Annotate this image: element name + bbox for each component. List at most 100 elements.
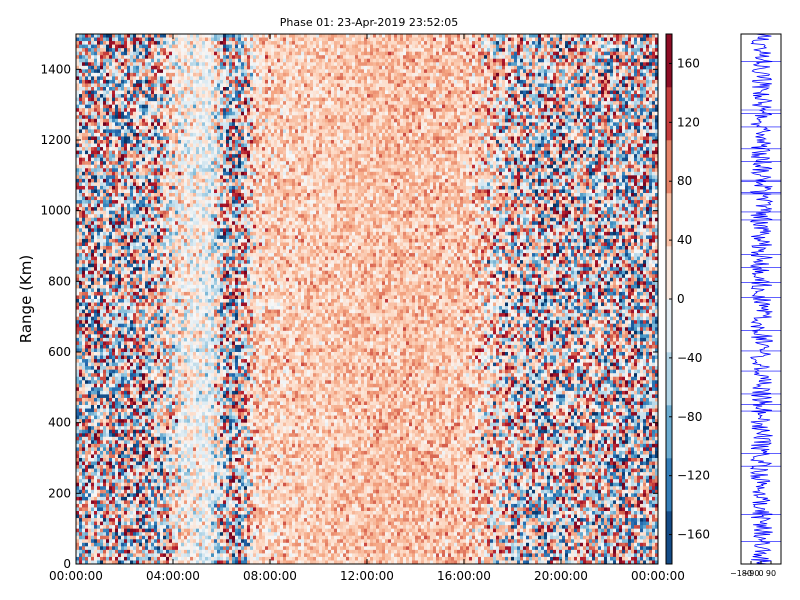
heatmap-cell <box>118 41 121 45</box>
heatmap-cell <box>82 278 85 282</box>
heatmap-cell <box>100 539 103 543</box>
heatmap-cell <box>100 147 103 151</box>
heatmap-cell <box>100 211 103 215</box>
heatmap-cell <box>148 69 151 73</box>
heatmap-cell <box>82 200 85 204</box>
heatmap-cell <box>160 539 163 543</box>
heatmap-cell <box>100 334 103 338</box>
heatmap-cell <box>79 412 82 416</box>
heatmap-cell <box>85 228 88 232</box>
heatmap-cell <box>124 242 127 246</box>
heatmap-cell <box>100 303 103 307</box>
heatmap-cell <box>121 522 124 526</box>
heatmap-cell <box>163 401 166 405</box>
heatmap-cell <box>103 80 106 84</box>
heatmap-cell <box>85 218 88 222</box>
heatmap-cell <box>94 260 97 264</box>
heatmap-cell <box>106 327 109 331</box>
heatmap-cell <box>154 405 157 409</box>
heatmap-cell <box>118 454 121 458</box>
heatmap-cell <box>91 511 94 515</box>
heatmap-cell <box>115 454 118 458</box>
heatmap-cell <box>121 105 124 109</box>
heatmap-cell <box>145 232 148 236</box>
heatmap-cell <box>160 295 163 299</box>
heatmap-cell <box>166 73 169 77</box>
heatmap-cell <box>124 529 127 533</box>
heatmap-cell <box>109 476 112 480</box>
heatmap-cell <box>163 55 166 59</box>
heatmap-cell <box>115 211 118 215</box>
heatmap-cell <box>88 207 91 211</box>
heatmap-cell <box>109 437 112 441</box>
heatmap-cell <box>121 207 124 211</box>
heatmap-cell <box>112 264 115 268</box>
heatmap-cell <box>136 334 139 338</box>
heatmap-cell <box>85 295 88 299</box>
heatmap-cell <box>139 550 142 554</box>
heatmap-cell <box>151 557 154 561</box>
heatmap-cell <box>157 101 160 105</box>
heatmap-cell <box>82 532 85 536</box>
heatmap-cell <box>124 292 127 296</box>
heatmap-cell <box>91 115 94 119</box>
heatmap-cell <box>136 115 139 119</box>
heatmap-cell <box>109 317 112 321</box>
heatmap-cell <box>154 257 157 261</box>
heatmap-cell <box>106 48 109 52</box>
heatmap-cell <box>136 122 139 126</box>
heatmap-cell <box>139 228 142 232</box>
heatmap-cell <box>148 239 151 243</box>
heatmap-cell <box>85 515 88 519</box>
heatmap-cell <box>136 119 139 123</box>
heatmap-cell <box>94 151 97 155</box>
heatmap-cell <box>112 98 115 102</box>
heatmap-cell <box>88 144 91 148</box>
heatmap-cell <box>103 497 106 501</box>
heatmap-cell <box>91 483 94 487</box>
heatmap-cell <box>103 108 106 112</box>
heatmap-cell <box>91 320 94 324</box>
heatmap-cell <box>142 48 145 52</box>
heatmap-cell <box>94 161 97 165</box>
heatmap-cell <box>166 507 169 511</box>
heatmap-cell <box>124 384 127 388</box>
heatmap-cell <box>160 52 163 56</box>
heatmap-cell <box>121 274 124 278</box>
heatmap-cell <box>163 278 166 282</box>
heatmap-cell <box>82 320 85 324</box>
heatmap-cell <box>103 105 106 109</box>
heatmap-cell <box>151 341 154 345</box>
heatmap-cell <box>148 274 151 278</box>
heatmap-cell <box>79 384 82 388</box>
heatmap-cell <box>136 136 139 140</box>
heatmap-cell <box>139 345 142 349</box>
heatmap-cell <box>166 250 169 254</box>
heatmap-cell <box>118 98 121 102</box>
heatmap-cell <box>112 387 115 391</box>
heatmap-cell <box>157 462 160 466</box>
heatmap-cell <box>130 430 133 434</box>
heatmap-cell <box>85 370 88 374</box>
heatmap-cell <box>88 380 91 384</box>
heatmap-cell <box>160 348 163 352</box>
heatmap-cell <box>112 483 115 487</box>
heatmap-cell <box>109 320 112 324</box>
heatmap-cell <box>127 278 130 282</box>
heatmap-cell <box>124 486 127 490</box>
heatmap-cell <box>157 271 160 275</box>
heatmap-cell <box>106 398 109 402</box>
heatmap-cell <box>166 363 169 367</box>
heatmap-cell <box>139 41 142 45</box>
heatmap-cell <box>130 366 133 370</box>
heatmap-cell <box>154 363 157 367</box>
heatmap-cell <box>115 486 118 490</box>
heatmap-cell <box>124 493 127 497</box>
heatmap-cell <box>148 55 151 59</box>
heatmap-cell <box>115 250 118 254</box>
heatmap-cell <box>106 472 109 476</box>
heatmap-cell <box>121 200 124 204</box>
heatmap-cell <box>127 108 130 112</box>
heatmap-cell <box>151 108 154 112</box>
heatmap-cell <box>151 359 154 363</box>
